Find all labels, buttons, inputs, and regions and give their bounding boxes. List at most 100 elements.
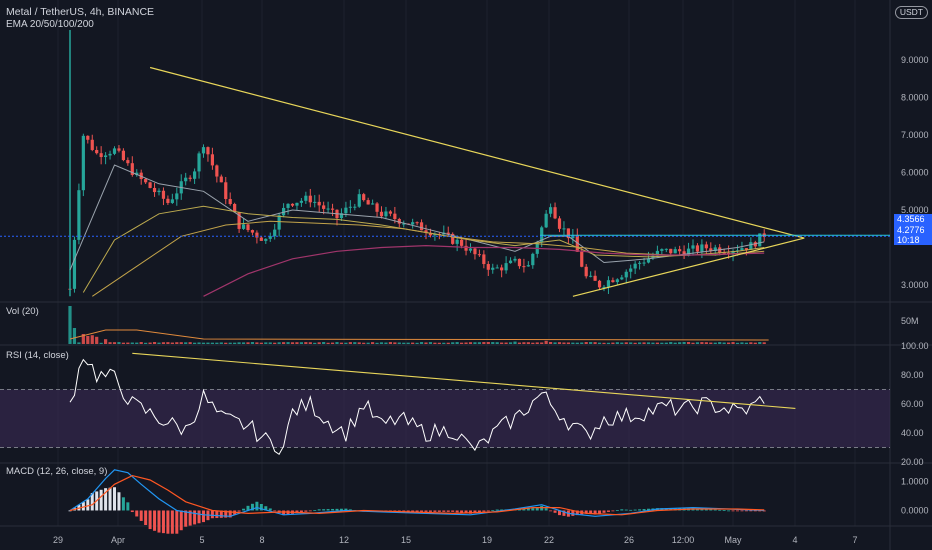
macd-histogram-bar bbox=[442, 510, 446, 512]
macd-histogram-bar bbox=[210, 510, 214, 519]
candle-body bbox=[549, 207, 553, 214]
volume-bar bbox=[210, 342, 214, 344]
candle-body bbox=[237, 212, 241, 229]
ema-price-value: 4.2776 bbox=[897, 225, 925, 235]
macd-histogram-bar bbox=[571, 510, 575, 516]
macd-histogram-bar bbox=[731, 510, 735, 512]
volume-bar bbox=[669, 342, 673, 344]
candle-body bbox=[477, 254, 481, 256]
rsi-pane-label[interactable]: RSI (14, close) bbox=[6, 350, 69, 361]
candle-body bbox=[620, 277, 624, 280]
volume-bar bbox=[68, 306, 72, 344]
macd-histogram-bar bbox=[633, 509, 637, 511]
macd-histogram-bar bbox=[339, 508, 343, 511]
volume-bars bbox=[68, 306, 769, 344]
macd-histogram-bar bbox=[606, 510, 610, 512]
volume-bar bbox=[433, 342, 437, 344]
volume-bar bbox=[589, 342, 593, 344]
ema-indicator-label[interactable]: EMA 20/50/100/200 bbox=[6, 19, 94, 30]
volume-bar bbox=[233, 342, 237, 344]
volume-bar bbox=[722, 342, 726, 344]
macd-histogram-bar bbox=[322, 509, 326, 511]
macd-histogram-bar bbox=[709, 509, 713, 511]
macd-histogram-bar bbox=[242, 508, 246, 511]
candle-body bbox=[246, 224, 250, 231]
volume-bar bbox=[491, 342, 495, 344]
candle-body bbox=[744, 248, 748, 250]
macd-histogram-bar bbox=[700, 508, 704, 511]
candle-body bbox=[731, 250, 735, 255]
macd-plot bbox=[68, 469, 766, 534]
price-tick-label: 3.0000 bbox=[901, 280, 929, 290]
volume-bar bbox=[500, 342, 504, 344]
volume-bar bbox=[104, 339, 108, 344]
candle-body bbox=[695, 245, 700, 252]
volume-bar bbox=[353, 342, 357, 344]
candle-body bbox=[384, 211, 388, 217]
ema-20-line bbox=[69, 164, 765, 271]
volume-bar bbox=[584, 342, 588, 344]
candle-body bbox=[228, 198, 232, 204]
volume-bar bbox=[384, 342, 388, 344]
candle-body bbox=[77, 190, 81, 240]
volume-bar bbox=[535, 342, 539, 344]
candle-body bbox=[188, 177, 192, 179]
macd-pane-label[interactable]: MACD (12, 26, close, 9) bbox=[6, 466, 108, 477]
volume-bar bbox=[446, 342, 450, 344]
volume-bar bbox=[357, 342, 361, 344]
rsi-band-fill bbox=[0, 389, 890, 448]
candle-body bbox=[682, 251, 686, 256]
symbol-title[interactable]: Metal / TetherUS, 4h, BINANCE bbox=[6, 6, 155, 18]
candle-body bbox=[108, 153, 112, 156]
volume-bar bbox=[375, 342, 379, 344]
macd-histogram-bar bbox=[184, 510, 188, 527]
macd-tick-label: 0.0000 bbox=[901, 505, 929, 515]
candle-body bbox=[424, 230, 428, 233]
currency-badge[interactable]: USDT bbox=[894, 6, 928, 19]
candle-body bbox=[224, 182, 228, 199]
candle-body bbox=[348, 206, 352, 208]
macd-histogram-bar bbox=[749, 510, 753, 512]
macd-histogram-bar bbox=[531, 508, 535, 511]
volume-bar bbox=[740, 342, 744, 344]
volume-bar bbox=[299, 342, 303, 344]
volume-bar bbox=[611, 342, 615, 344]
candle-body bbox=[624, 271, 628, 278]
volume-bar bbox=[322, 342, 326, 344]
macd-histogram-bar bbox=[593, 510, 597, 515]
macd-histogram-bar bbox=[313, 510, 317, 511]
volume-bar bbox=[379, 342, 384, 344]
candle-body bbox=[589, 275, 593, 277]
candle-body bbox=[415, 222, 419, 224]
volume-bar bbox=[633, 342, 637, 344]
candle-body bbox=[713, 247, 717, 251]
candle-body bbox=[375, 203, 379, 212]
volume-bar bbox=[170, 342, 174, 344]
macd-histogram-bar bbox=[326, 509, 330, 511]
time-tick-label: 22 bbox=[544, 535, 554, 545]
candle-body bbox=[495, 267, 499, 269]
last-price-tag: 4.3566 bbox=[894, 214, 932, 225]
volume-bar bbox=[531, 342, 535, 344]
macd-histogram-bar bbox=[108, 487, 112, 511]
volume-bar bbox=[295, 342, 299, 344]
macd-histogram-bar bbox=[135, 510, 139, 517]
candle-body bbox=[206, 147, 210, 155]
volume-bar bbox=[179, 342, 183, 344]
volume-bar bbox=[415, 342, 419, 344]
volume-pane-label[interactable]: Vol (20) bbox=[6, 306, 39, 317]
candle-body bbox=[388, 211, 392, 214]
candle-body bbox=[313, 201, 317, 203]
rsi-tick-label: 60.00 bbox=[901, 399, 924, 409]
macd-histogram-bar bbox=[219, 510, 223, 518]
candle-body bbox=[366, 200, 370, 205]
volume-bar bbox=[460, 342, 464, 344]
candle-body bbox=[277, 215, 281, 230]
macd-histogram-bar bbox=[424, 510, 428, 512]
volume-bar bbox=[166, 342, 170, 344]
candle-body bbox=[339, 213, 344, 219]
candle-body bbox=[130, 163, 134, 175]
macd-histogram-bar bbox=[259, 503, 263, 511]
time-tick-label: 7 bbox=[852, 535, 857, 545]
candle-body bbox=[241, 224, 246, 229]
